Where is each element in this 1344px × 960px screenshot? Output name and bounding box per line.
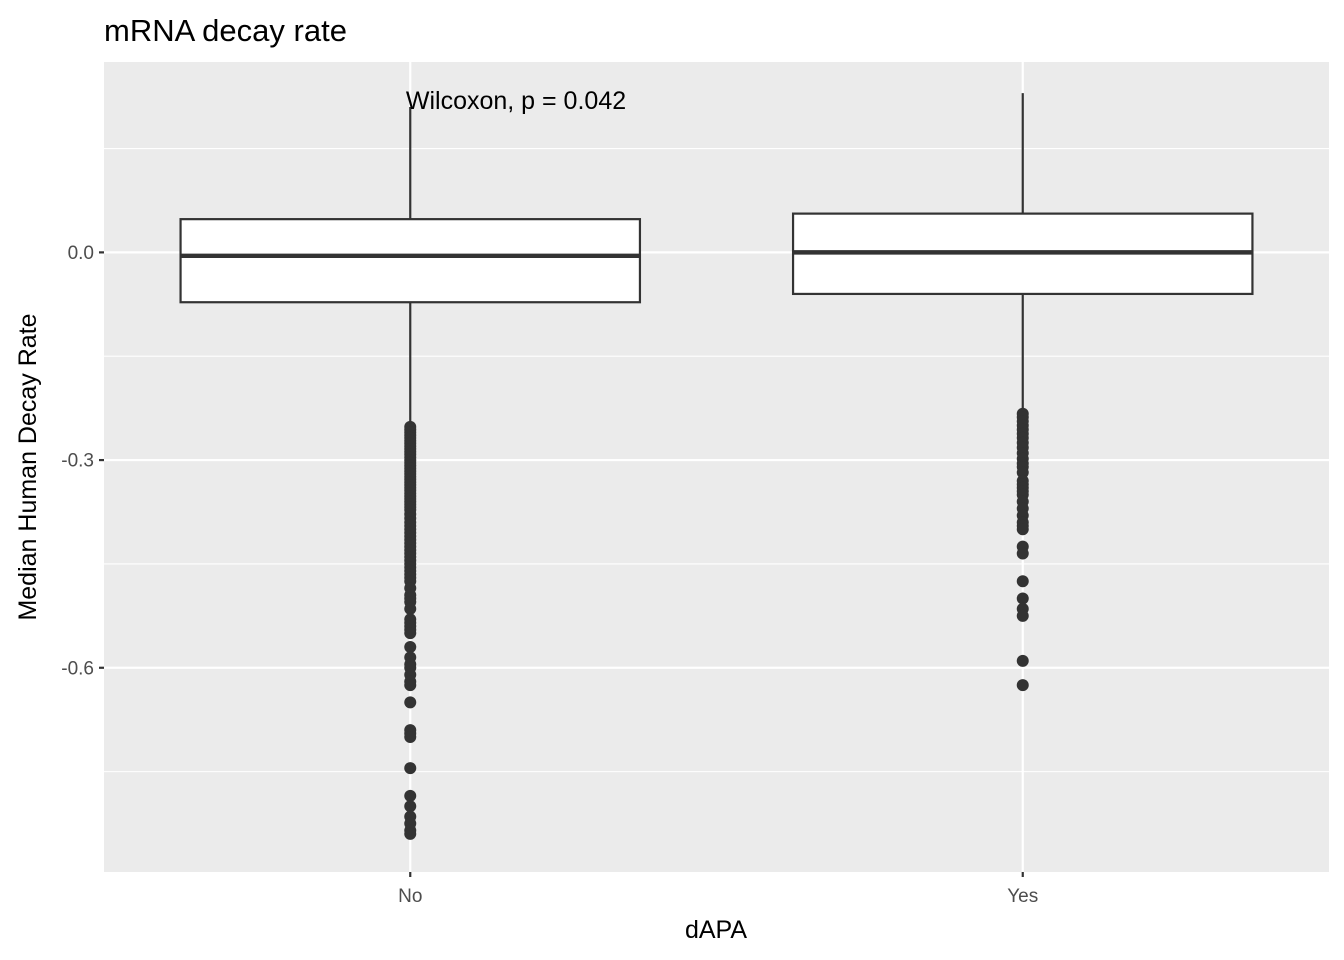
outlier-point [404, 641, 417, 653]
y-tick-label: -0.3 [61, 451, 94, 472]
outlier-point [1016, 523, 1029, 536]
y-axis: 0.0 -0.3 -0.6 [61, 243, 104, 679]
box-iqr-no [179, 218, 642, 304]
outlier-point [1016, 466, 1029, 479]
y-tick-label: -0.6 [61, 658, 94, 679]
outlier-point [1016, 679, 1029, 692]
outlier-point [404, 827, 417, 840]
outlier-point [1016, 654, 1029, 667]
x-axis-title: dAPA [685, 916, 747, 944]
panel-background [104, 62, 1329, 872]
outlier-point [404, 789, 417, 802]
box-group-yes [791, 93, 1254, 692]
outlier-point [1016, 547, 1029, 560]
boxes-layer [179, 93, 1254, 840]
x-tick-label-yes: Yes [1007, 886, 1038, 907]
outlier-point [404, 731, 417, 743]
x-axis: No Yes [398, 872, 1038, 907]
outlier-point [404, 627, 417, 640]
chart-title: mRNA decay rate [104, 13, 347, 48]
outlier-point [1016, 575, 1029, 588]
plot-panel: Wilcoxon, p = 0.042 [104, 62, 1329, 872]
outlier-point [404, 602, 417, 615]
y-axis-title: Median Human Decay Rate [14, 313, 42, 620]
box-group-no [179, 107, 642, 840]
outlier-point [404, 800, 417, 813]
x-tick-label-no: No [398, 886, 422, 907]
outlier-point [404, 696, 417, 709]
y-tick-label: 0.0 [68, 243, 94, 264]
outlier-point [1016, 592, 1029, 605]
outlier-point [404, 762, 417, 775]
outlier-point [1016, 609, 1029, 622]
outlier-point [404, 679, 417, 692]
minor-gridlines [104, 147, 1329, 773]
wilcoxon-annotation: Wilcoxon, p = 0.042 [406, 87, 626, 115]
